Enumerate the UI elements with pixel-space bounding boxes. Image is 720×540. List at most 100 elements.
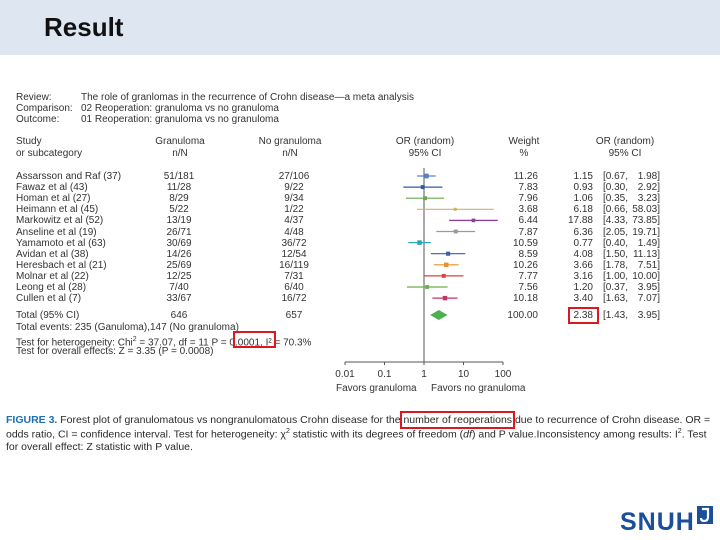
- point-estimate: [446, 251, 451, 256]
- no-granuloma-count: 1/22: [284, 204, 304, 216]
- figure-caption: FIGURE 3. Forest plot of granulomatous v…: [6, 411, 711, 453]
- heterogeneity-p: P = 0.0001: [211, 337, 261, 349]
- granuloma-count: 8/29: [169, 193, 189, 205]
- meta-label-outcome: Outcome:: [16, 114, 60, 125]
- col-header-study: Study: [16, 136, 42, 147]
- col-header-study-sub: or subcategory: [16, 148, 83, 159]
- study-name: Avidan et al (38): [16, 248, 89, 260]
- study-ci-upper: 2.92]: [637, 182, 660, 194]
- overall-effect-test: Test for overall effects: Z = 3.35 (P = …: [16, 346, 214, 357]
- study-name: Leong et al (28): [16, 282, 87, 293]
- study-or: 1.15: [573, 171, 593, 182]
- meta-label-review: Review:: [16, 92, 52, 103]
- study-row: Assarsson and Raf (37) 51/181 27/106 11.26 1…: [0, 171, 720, 182]
- total-no-granuloma: 657: [285, 310, 303, 321]
- granuloma-count: 11/28: [166, 182, 192, 194]
- point-estimate: [425, 285, 430, 289]
- col-header-weight: Weight: [508, 136, 540, 147]
- total-granuloma: 646: [170, 310, 188, 321]
- no-granuloma-count: 4/48: [284, 226, 304, 238]
- study-or: 0.93: [573, 182, 593, 194]
- study-ci-lower: [1.00,: [602, 270, 628, 282]
- study-ci-upper: 19.71]: [632, 226, 660, 238]
- no-granuloma-count: 9/34: [284, 193, 304, 205]
- study-name: Heimann et al (45): [16, 204, 99, 216]
- study-or: 1.06: [573, 193, 593, 205]
- study-ci-lower: [0.30,: [602, 182, 628, 194]
- col-header-or-value-sub: 95% CI: [608, 148, 642, 159]
- study-row: Molnar et al (22) 12/25 7/31 7.77 3.16 [1.00,…: [0, 271, 720, 282]
- study-ci-lower: [0.66,: [602, 204, 628, 216]
- study-ci-lower: [0.40,: [602, 237, 628, 249]
- study-name: Yamamoto et al (63): [16, 237, 106, 249]
- no-granuloma-count: 16/119: [279, 259, 309, 271]
- study-ci-upper: 1.98]: [637, 171, 660, 182]
- study-name: Heresbach et al (21): [16, 259, 107, 271]
- no-granuloma-count: 27/106: [278, 171, 310, 182]
- study-weight: 7.83: [518, 182, 538, 194]
- granuloma-count: 25/69: [166, 259, 192, 271]
- study-row: Fawaz et al (43) 11/28 9/22 7.83 0.93 [0.30, 2…: [0, 182, 720, 193]
- total-weight: 100.00: [507, 310, 538, 321]
- study-ci-lower: [0.35,: [602, 193, 628, 205]
- x-tick-label: 10: [457, 369, 470, 380]
- granuloma-count: 7/40: [169, 282, 189, 293]
- study-name: Cullen et al (7): [16, 293, 82, 305]
- study-ci-upper: 11.13]: [632, 248, 660, 260]
- study-ci-lower: [1.78,: [602, 259, 628, 271]
- favors-granuloma-label: Favors granuloma: [336, 383, 417, 394]
- study-or: 3.40: [573, 293, 593, 305]
- no-granuloma-count: 16/72: [281, 293, 307, 305]
- granuloma-count: 30/69: [166, 237, 192, 249]
- study-row: Markowitz et al (52) 13/19 4/37 6.44 17.88 [4…: [0, 215, 720, 226]
- granuloma-count: 12/25: [166, 270, 192, 282]
- study-weight: 7.96: [518, 193, 538, 205]
- point-estimate: [423, 196, 427, 201]
- no-granuloma-count: 12/54: [281, 248, 307, 260]
- granuloma-count: 51/181: [163, 171, 195, 182]
- point-estimate: [441, 273, 446, 278]
- highlight-total-or: [568, 307, 599, 324]
- study-row: Cullen et al (7) 33/67 16/72 10.18 3.40 [1.63…: [0, 293, 720, 304]
- study-row: Anseline et al (19) 26/71 4/48 7.87 6.36 [2.0…: [0, 227, 720, 238]
- study-or: 3.16: [573, 270, 593, 282]
- study-weight: 8.59: [518, 248, 538, 260]
- total-events: Total events: 235 (Ganuloma),147 (No gra…: [16, 322, 239, 333]
- no-granuloma-count: 9/22: [284, 182, 304, 194]
- total-row: Total (95% CI) 646 657 100.00 2.38 [1.43…: [0, 310, 720, 321]
- no-granuloma-count: 7/31: [284, 270, 304, 282]
- study-name: Molnar et al (22): [16, 270, 89, 282]
- no-granuloma-count: 6/40: [284, 282, 304, 293]
- study-or: 3.66: [573, 259, 593, 271]
- study-ci-upper: 7.07]: [637, 293, 660, 305]
- study-ci-upper: 3.23]: [637, 193, 660, 205]
- study-or: 4.08: [573, 248, 593, 260]
- meta-value-comparison: 02 Reoperation: granuloma vs no granulom…: [81, 103, 279, 114]
- col-header-no-granuloma-sub: n/N: [282, 148, 298, 159]
- point-estimate: [442, 295, 448, 301]
- point-estimate: [420, 185, 425, 190]
- col-header-or-value: OR (random): [595, 136, 655, 147]
- no-granuloma-count: 36/72: [281, 237, 307, 249]
- forest-plot: [344, 168, 504, 365]
- study-ci-lower: [2.05,: [602, 226, 628, 238]
- total-diamond: [430, 310, 448, 320]
- study-weight: 6.44: [518, 215, 538, 227]
- study-weight: 10.59: [512, 237, 538, 249]
- study-row: Yamamoto et al (63) 30/69 36/72 10.59 0.77 [0…: [0, 238, 720, 249]
- study-ci-lower: [1.63,: [602, 293, 628, 305]
- study-ci-lower: [1.50,: [602, 248, 628, 260]
- x-tick-label: 0.01: [335, 369, 355, 380]
- study-ci-upper: 10.00]: [632, 270, 660, 282]
- study-weight: 7.77: [518, 270, 538, 282]
- col-header-or-plot: OR (random): [395, 136, 455, 147]
- granuloma-count: 14/26: [166, 248, 192, 260]
- study-ci-lower: [4.33,: [602, 215, 628, 227]
- forest-plot-figure: Review: The role of granlomas in the rec…: [0, 88, 720, 408]
- col-header-granuloma: Granuloma: [155, 136, 205, 147]
- study-ci-upper: 3.95]: [637, 282, 660, 293]
- point-estimate: [453, 207, 457, 211]
- study-name: Markowitz et al (52): [16, 215, 104, 227]
- point-estimate: [453, 229, 458, 234]
- x-tick-label: 1: [421, 369, 427, 380]
